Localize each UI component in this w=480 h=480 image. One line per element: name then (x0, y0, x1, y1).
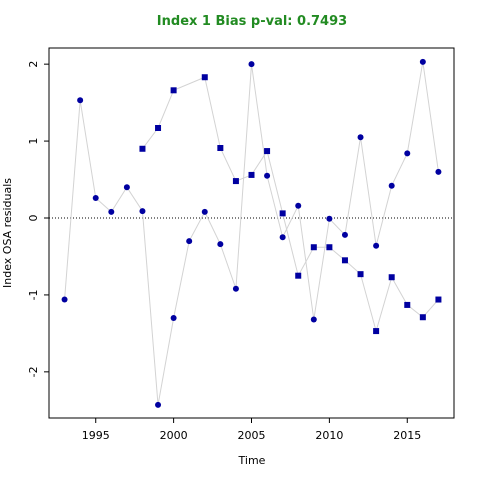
point (341, 231, 348, 238)
point (92, 195, 99, 201)
point (201, 208, 208, 215)
x-tick-label: 1995 (82, 429, 110, 442)
y-tick-label: 1 (27, 138, 40, 145)
point (123, 184, 130, 191)
series-line (142, 76, 439, 333)
point (264, 148, 271, 155)
point (201, 74, 208, 81)
point (155, 125, 162, 131)
point (61, 296, 68, 303)
y-tick-label: -1 (27, 289, 40, 300)
point (419, 58, 426, 65)
point (435, 296, 442, 303)
point (404, 150, 411, 157)
point (186, 238, 193, 245)
point (357, 271, 364, 278)
point (77, 97, 84, 104)
y-tick-label: -2 (27, 366, 40, 377)
point (279, 210, 286, 217)
point (248, 171, 255, 178)
point (217, 145, 224, 151)
point (248, 61, 255, 68)
point (373, 328, 380, 335)
point (357, 134, 364, 141)
y-tick-label: 2 (27, 61, 40, 68)
point (419, 314, 426, 321)
point (279, 234, 286, 241)
y-tick-label: 0 (27, 215, 40, 222)
point (404, 301, 411, 308)
x-tick-label: 2000 (160, 429, 188, 442)
point (264, 172, 271, 179)
point (170, 315, 177, 321)
point (388, 182, 395, 189)
point (217, 241, 224, 248)
point (310, 316, 317, 323)
plot-frame (48, 47, 455, 419)
x-tick-label: 2010 (315, 429, 343, 442)
point (326, 244, 333, 251)
point (326, 215, 333, 222)
point (341, 257, 348, 264)
point (232, 178, 239, 185)
point (155, 401, 162, 408)
point (310, 244, 317, 251)
point (435, 168, 442, 175)
point (295, 202, 302, 209)
point (373, 242, 380, 249)
point (108, 208, 115, 215)
x-axis-label: Time (238, 454, 266, 467)
point (170, 87, 177, 94)
y-axis-label: Index OSA residuals (1, 178, 14, 288)
point (139, 145, 146, 152)
point (295, 272, 302, 279)
point (388, 274, 395, 281)
point (232, 285, 239, 292)
point (139, 208, 146, 215)
x-tick-label: 2005 (238, 429, 266, 442)
x-tick-label: 2015 (393, 429, 421, 442)
chart-title: Index 1 Bias p-val: 0.7493 (157, 14, 347, 29)
series-line (64, 61, 439, 406)
